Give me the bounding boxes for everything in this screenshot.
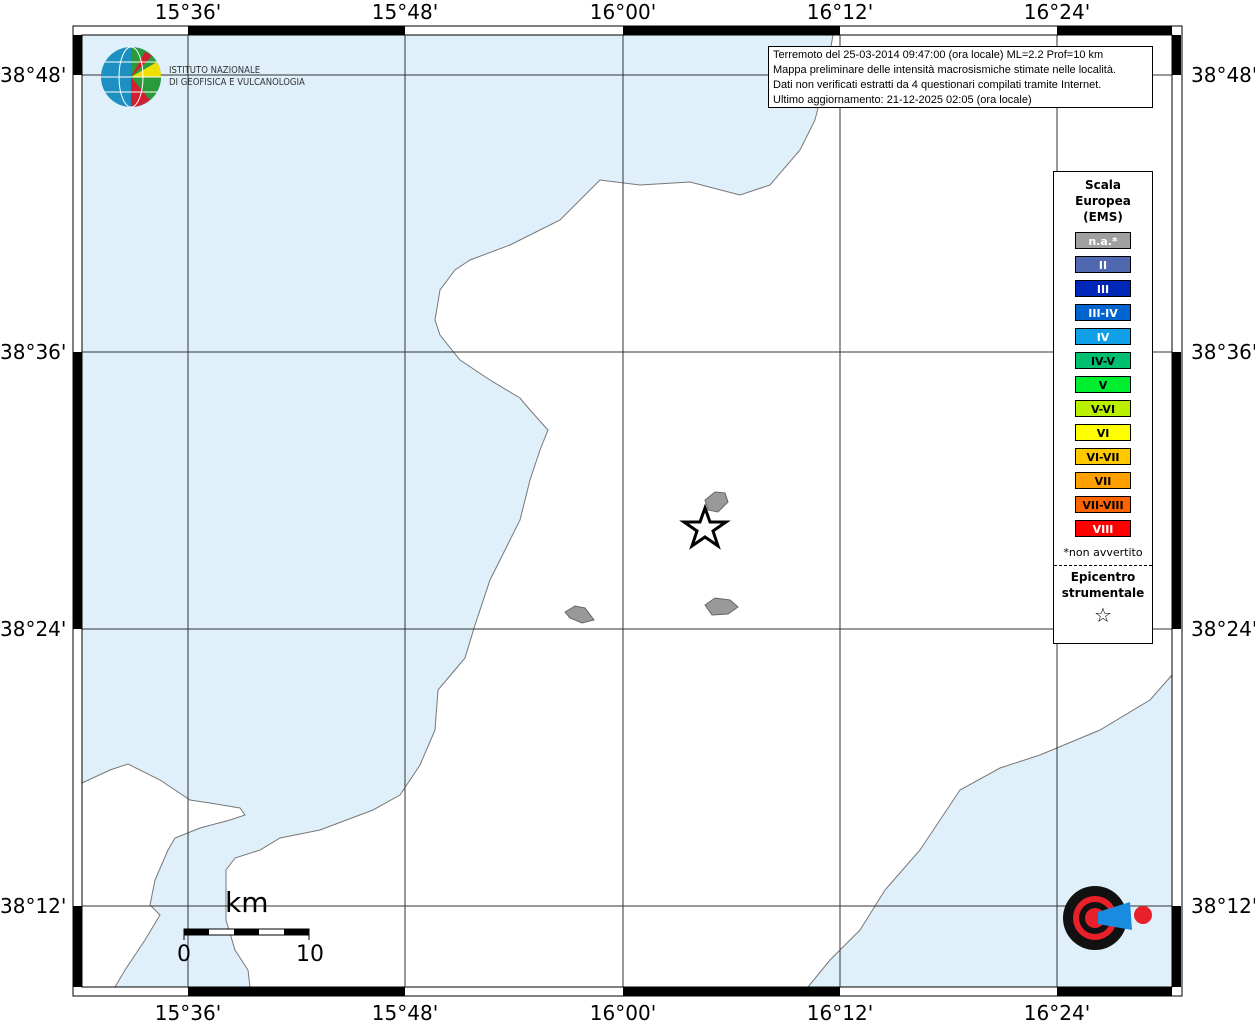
lat-label-left: 38°12' bbox=[0, 894, 67, 918]
lat-label-left: 38°36' bbox=[0, 340, 67, 364]
info-line: Dati non verificati estratti da 4 questi… bbox=[773, 79, 1102, 91]
legend-title-line: Scala bbox=[1084, 178, 1122, 192]
lat-label-left: 38°48' bbox=[0, 63, 67, 87]
epicenter-legend-label: Epicentro strumentale bbox=[1054, 569, 1152, 601]
scale-min: 0 bbox=[177, 942, 191, 967]
lon-label-bottom: 16°12' bbox=[806, 1001, 874, 1025]
scale-max: 10 bbox=[296, 942, 324, 967]
legend-title: Scala Europea (EMS) bbox=[1054, 177, 1152, 225]
lon-label-top: 16°24' bbox=[1023, 0, 1091, 24]
epicenter-star-icon[interactable] bbox=[679, 503, 731, 550]
lon-label-bottom: 16°24' bbox=[1023, 1001, 1091, 1025]
locality-3 bbox=[564, 605, 595, 624]
ingv-logo-icon bbox=[101, 46, 162, 108]
logo-line-1: ISTITUTO NAZIONALE bbox=[169, 65, 261, 76]
frame-border bbox=[73, 26, 1181, 996]
info-line: Terremoto del 25-03-2014 09:47:00 (ora l… bbox=[773, 49, 1104, 61]
lon-label-top: 15°36' bbox=[154, 0, 222, 24]
lat-label-right: 38°36' bbox=[1191, 340, 1255, 364]
legend-swatch: IV bbox=[1075, 328, 1131, 345]
locality-1 bbox=[704, 491, 729, 513]
epicenter-star-legend-icon: ☆ bbox=[1094, 603, 1112, 627]
haisentito-logo-icon bbox=[1063, 886, 1152, 950]
land-calabria bbox=[225, 34, 1173, 988]
legend-swatch: n.a.* bbox=[1075, 232, 1131, 249]
legend-swatch: V bbox=[1075, 376, 1131, 393]
lon-label-top: 15°48' bbox=[371, 0, 439, 24]
lat-label-right: 38°48' bbox=[1191, 63, 1255, 87]
grid-lines bbox=[82, 35, 1172, 987]
legend-swatch: VIII bbox=[1075, 520, 1131, 537]
info-line: Ultimo aggiornamento: 21-12-2025 02:05 (… bbox=[773, 94, 1032, 106]
logo-line-2: DI GEOFISICA E VULCANOLOGIA bbox=[169, 77, 305, 88]
lat-label-left: 38°24' bbox=[0, 617, 67, 641]
ems-legend: Scala Europea (EMS) n.a.* II III III-IV IV IV… bbox=[1053, 171, 1153, 644]
legend-swatch: VI-VII bbox=[1075, 448, 1131, 465]
scale-bar bbox=[183, 928, 310, 940]
legend-title-line: Europea bbox=[1075, 194, 1131, 208]
legend-swatch: VII bbox=[1075, 472, 1131, 489]
ingv-logo-text: ISTITUTO NAZIONALE DI GEOFISICA E VULCAN… bbox=[169, 65, 329, 89]
event-info-box: Terremoto del 25-03-2014 09:47:00 (ora l… bbox=[768, 46, 1153, 108]
legend-swatch: V-VI bbox=[1075, 400, 1131, 417]
lon-label-bottom: 16°00' bbox=[589, 1001, 657, 1025]
lon-label-bottom: 15°36' bbox=[154, 1001, 222, 1025]
scale-unit: km bbox=[225, 886, 269, 919]
lat-label-right: 38°24' bbox=[1191, 617, 1255, 641]
legend-swatches: n.a.* II III III-IV IV IV-V V V-VI VI VI-VII VII VI… bbox=[1054, 232, 1152, 537]
lon-label-bottom: 15°48' bbox=[371, 1001, 439, 1025]
epicenter-label-line: Epicentro bbox=[1070, 570, 1136, 584]
legend-swatch: III-IV bbox=[1075, 304, 1131, 321]
legend-swatch: VI bbox=[1075, 424, 1131, 441]
legend-swatch: III bbox=[1075, 280, 1131, 297]
legend-swatch: VII-VIII bbox=[1075, 496, 1131, 513]
info-line: Mappa preliminare delle intensità macros… bbox=[773, 64, 1116, 76]
legend-swatch: IV-V bbox=[1075, 352, 1131, 369]
legend-title-line: (EMS) bbox=[1083, 210, 1123, 224]
legend-divider bbox=[1054, 565, 1152, 566]
lat-label-right: 38°12' bbox=[1191, 894, 1255, 918]
epicenter-label-line: strumentale bbox=[1061, 586, 1145, 600]
legend-swatch: II bbox=[1075, 256, 1131, 273]
lon-label-top: 16°12' bbox=[806, 0, 874, 24]
legend-note: *non avvertito bbox=[1063, 546, 1143, 559]
locality-2 bbox=[704, 597, 739, 616]
lon-label-top: 16°00' bbox=[589, 0, 657, 24]
